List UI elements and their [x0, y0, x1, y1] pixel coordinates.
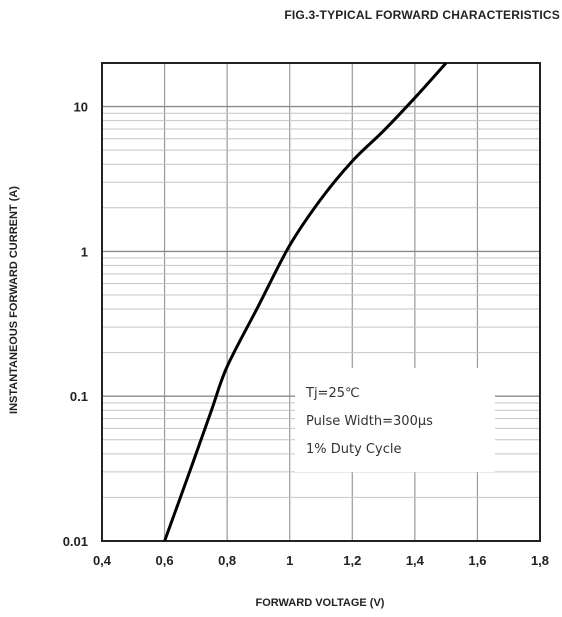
x-tick-label: 1,8 — [531, 553, 549, 568]
y-tick-labels: 0.01 0.1 1 10 — [63, 100, 88, 549]
x-tick-label: 1,6 — [468, 553, 486, 568]
y-tick-label: 0.1 — [70, 389, 88, 404]
x-tick-labels: 0,4 0,6 0,8 1 1,2 1,4 1,6 1,8 — [93, 553, 549, 568]
x-tick-label: 1 — [286, 553, 293, 568]
x-tick-label: 0,4 — [93, 553, 112, 568]
annotation-duty-cycle: 1% Duty Cycle — [306, 442, 401, 457]
x-axis-label: FORWARD VOLTAGE (V) — [255, 597, 385, 609]
y-tick-label: 1 — [81, 244, 88, 259]
chart-title: FIG.3-TYPICAL FORWARD CHARACTERISTICS — [284, 8, 560, 22]
x-tick-label: 1,4 — [406, 553, 425, 568]
x-tick-label: 0,8 — [218, 553, 236, 568]
forward-characteristic-curve — [163, 61, 448, 542]
y-tick-label: 0.01 — [63, 534, 88, 549]
annotation-pulse-width: Pulse Width=300μs — [306, 414, 433, 429]
annotation-box — [295, 368, 495, 472]
x-tick-label: 1,2 — [343, 553, 361, 568]
plot-frame — [101, 62, 541, 542]
y-axis-label: INSTANTANEOUS FORWARD CURRENT (A) — [8, 186, 20, 414]
y-tick-label: 10 — [74, 100, 88, 115]
annotation-temperature: Tj=25℃ — [305, 386, 360, 401]
x-tick-label: 0,6 — [156, 553, 174, 568]
